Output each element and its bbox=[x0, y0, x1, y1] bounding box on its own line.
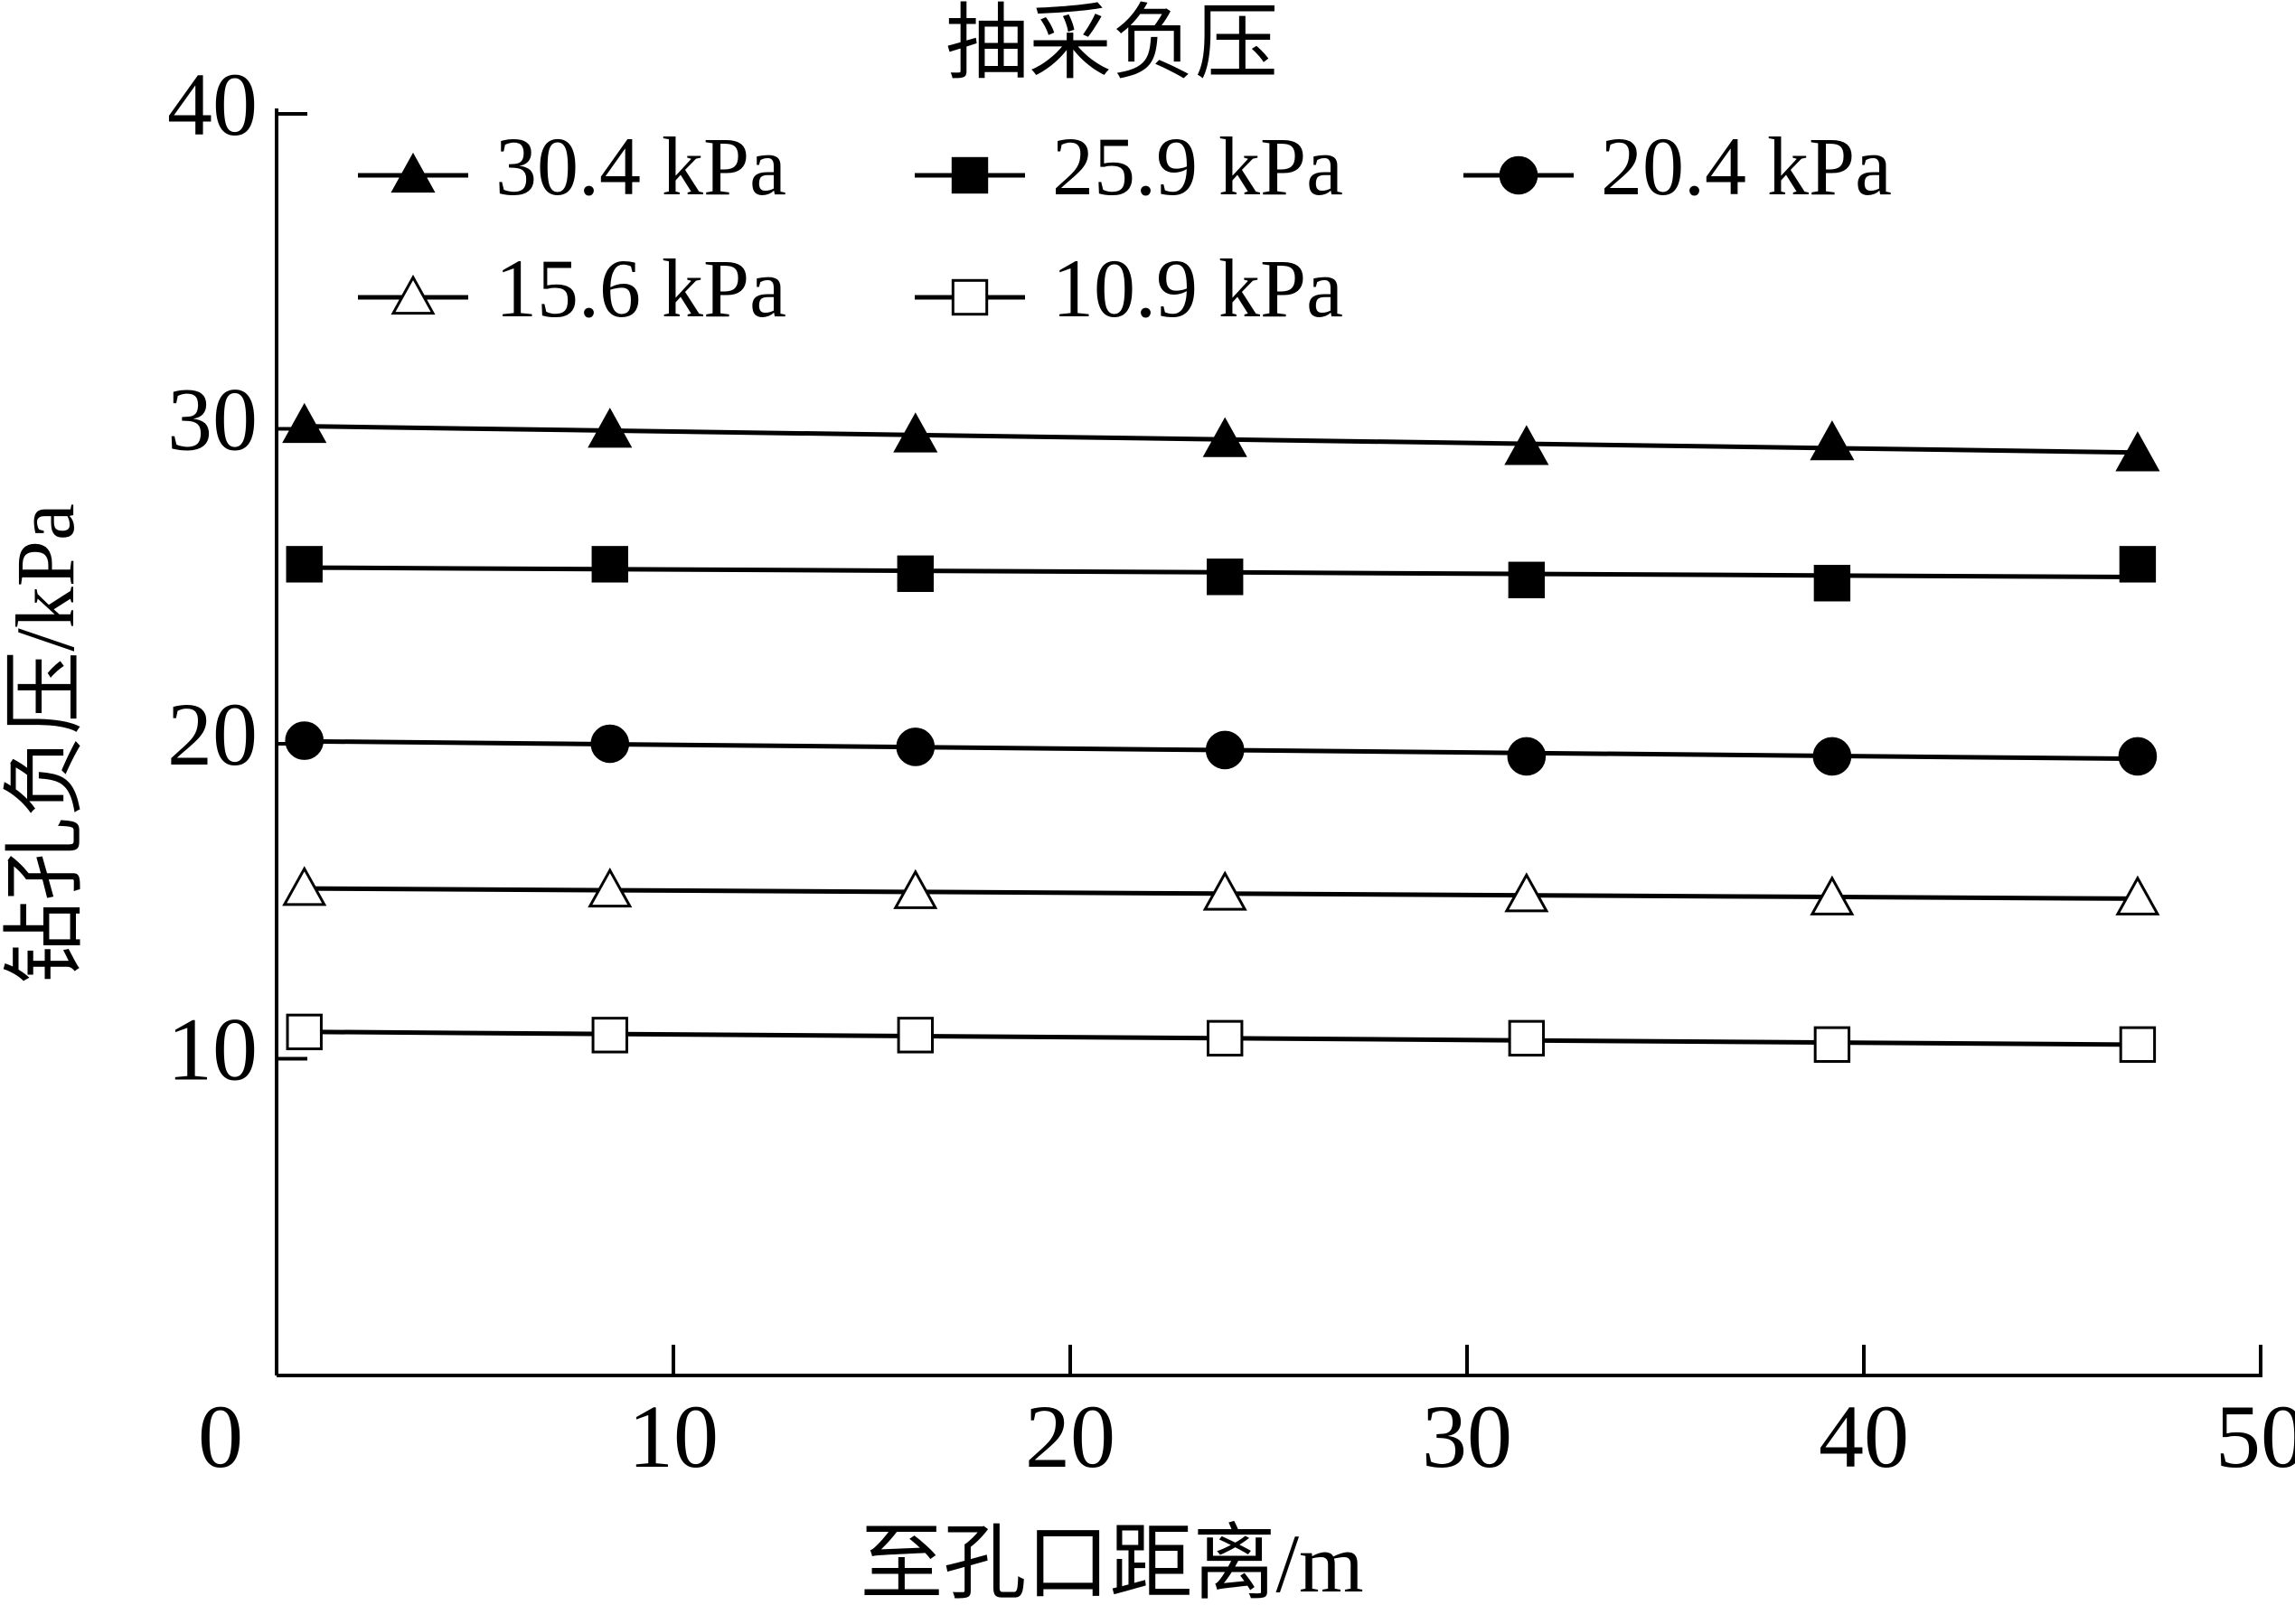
data-point bbox=[1813, 1026, 1851, 1064]
data-point bbox=[285, 721, 324, 760]
legend-label: 20.4 kPa bbox=[1601, 120, 1892, 212]
data-point bbox=[893, 868, 938, 909]
data-point bbox=[1507, 737, 1547, 776]
data-point bbox=[1508, 561, 1546, 598]
data-point bbox=[590, 724, 630, 764]
data-point bbox=[591, 1017, 628, 1054]
y-tick-label: 30 bbox=[167, 369, 258, 469]
data-point bbox=[2115, 431, 2160, 472]
data-point bbox=[282, 402, 327, 444]
data-point bbox=[286, 546, 323, 583]
data-point bbox=[897, 1017, 934, 1054]
x-tick-label: 10 bbox=[628, 1386, 719, 1487]
data-point bbox=[2118, 737, 2158, 776]
data-point bbox=[1504, 425, 1549, 465]
data-point bbox=[1810, 875, 1855, 915]
legend-marker bbox=[390, 274, 436, 315]
y-tick-label: 40 bbox=[167, 54, 258, 155]
data-point bbox=[897, 555, 934, 593]
data-point bbox=[1207, 1019, 1244, 1057]
data-point bbox=[2115, 875, 2160, 915]
data-point bbox=[588, 867, 633, 908]
data-point bbox=[1813, 565, 1851, 602]
x-tick-label: 20 bbox=[1025, 1386, 1115, 1487]
data-point bbox=[1202, 870, 1247, 911]
legend-label: 30.4 kPa bbox=[495, 120, 786, 212]
data-point bbox=[2119, 1026, 2157, 1064]
data-point bbox=[893, 412, 938, 453]
data-point bbox=[1205, 730, 1245, 770]
x-axis-title: 至孔口距离/m bbox=[860, 1517, 1363, 1610]
data-point bbox=[282, 866, 327, 906]
legend-marker bbox=[390, 152, 436, 193]
data-point bbox=[1812, 737, 1852, 776]
y-tick-label: 10 bbox=[167, 999, 258, 1099]
data-point bbox=[896, 728, 936, 766]
data-point bbox=[2119, 546, 2157, 583]
legend-marker bbox=[951, 156, 989, 194]
legend-label: 25.9 kPa bbox=[1052, 120, 1343, 212]
data-point bbox=[1504, 872, 1549, 913]
legend-label: 10.9 kPa bbox=[1052, 242, 1343, 334]
x-tick-label: 40 bbox=[1819, 1386, 1909, 1487]
legend-label: 15.6 kPa bbox=[495, 242, 786, 334]
data-point bbox=[1207, 559, 1244, 596]
legend-marker bbox=[1499, 155, 1538, 195]
legend-title: 抽采负压 bbox=[945, 0, 1278, 89]
data-point bbox=[286, 1013, 323, 1051]
data-point bbox=[588, 408, 633, 448]
y-tick-label: 20 bbox=[167, 684, 258, 784]
legend-marker bbox=[951, 278, 989, 316]
data-point bbox=[1202, 417, 1247, 457]
data-point bbox=[591, 546, 628, 583]
data-point bbox=[1810, 420, 1855, 461]
data-point bbox=[1508, 1019, 1546, 1057]
x-tick-label: 50 bbox=[2215, 1386, 2295, 1487]
y-axis-title: 钻孔负压/kPa bbox=[0, 503, 91, 984]
x-tick-label: 0 bbox=[198, 1386, 243, 1487]
x-tick-label: 30 bbox=[1422, 1386, 1512, 1487]
